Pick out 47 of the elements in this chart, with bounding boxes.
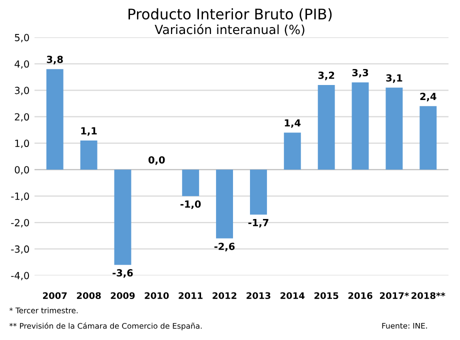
chart-title: Producto Interior Bruto (PIB)	[128, 8, 332, 22]
x-tick-label: 2008	[76, 292, 101, 300]
x-tick-label: 2015	[314, 292, 338, 300]
x-tick-label: 2017*	[380, 292, 409, 300]
y-tick-label: 5,0	[14, 34, 29, 42]
bar	[318, 85, 335, 170]
data-label: 1,4	[284, 119, 301, 128]
x-tick-label: 2012	[212, 292, 236, 300]
bar	[352, 82, 369, 170]
x-tick-label: 2018**	[412, 292, 446, 300]
y-tick-label: -3,0	[11, 245, 29, 254]
y-tick-label: 0,0	[14, 166, 29, 174]
x-tick-label: 2007	[43, 292, 67, 300]
x-tick-label: 2009	[110, 292, 135, 300]
bar	[250, 170, 267, 215]
bar	[114, 170, 132, 265]
data-label: 2,4	[420, 92, 436, 102]
data-label: 3,1	[386, 74, 402, 83]
data-label: -1,7	[248, 219, 268, 228]
y-tick-label: 4,0	[14, 60, 29, 69]
data-label: -3,6	[112, 269, 133, 278]
y-tick-label: 1,0	[15, 140, 29, 148]
x-tick-label: 2016	[348, 292, 372, 300]
bar	[216, 170, 234, 238]
y-tick-label: 2,0	[14, 113, 29, 122]
x-tick-label: 2011	[178, 292, 203, 300]
bar	[386, 88, 403, 170]
x-tick-label: 2010	[144, 292, 169, 300]
y-tick-label: -2,0	[11, 218, 29, 228]
bar	[46, 69, 64, 170]
x-tick-label: 2014	[280, 292, 305, 300]
bar	[80, 140, 98, 170]
y-tick-label: -1,0	[11, 192, 29, 201]
data-label: 1,1	[81, 127, 97, 136]
data-label: 3,3	[352, 68, 368, 78]
data-label: 3,8	[46, 56, 63, 64]
x-tick-label: 2013	[246, 292, 270, 300]
bar	[182, 170, 200, 196]
chart-subtitle: Variación interanual (%)	[154, 24, 304, 36]
bar	[420, 106, 437, 170]
bar	[284, 132, 301, 170]
data-label: 3,2	[318, 72, 334, 80]
data-label: -1,0	[180, 200, 201, 209]
y-tick-label: -4,0	[11, 272, 29, 280]
y-tick-label: 3,0	[14, 86, 29, 96]
data-label: -2,6	[214, 242, 235, 252]
data-label: 0,0	[148, 156, 165, 165]
